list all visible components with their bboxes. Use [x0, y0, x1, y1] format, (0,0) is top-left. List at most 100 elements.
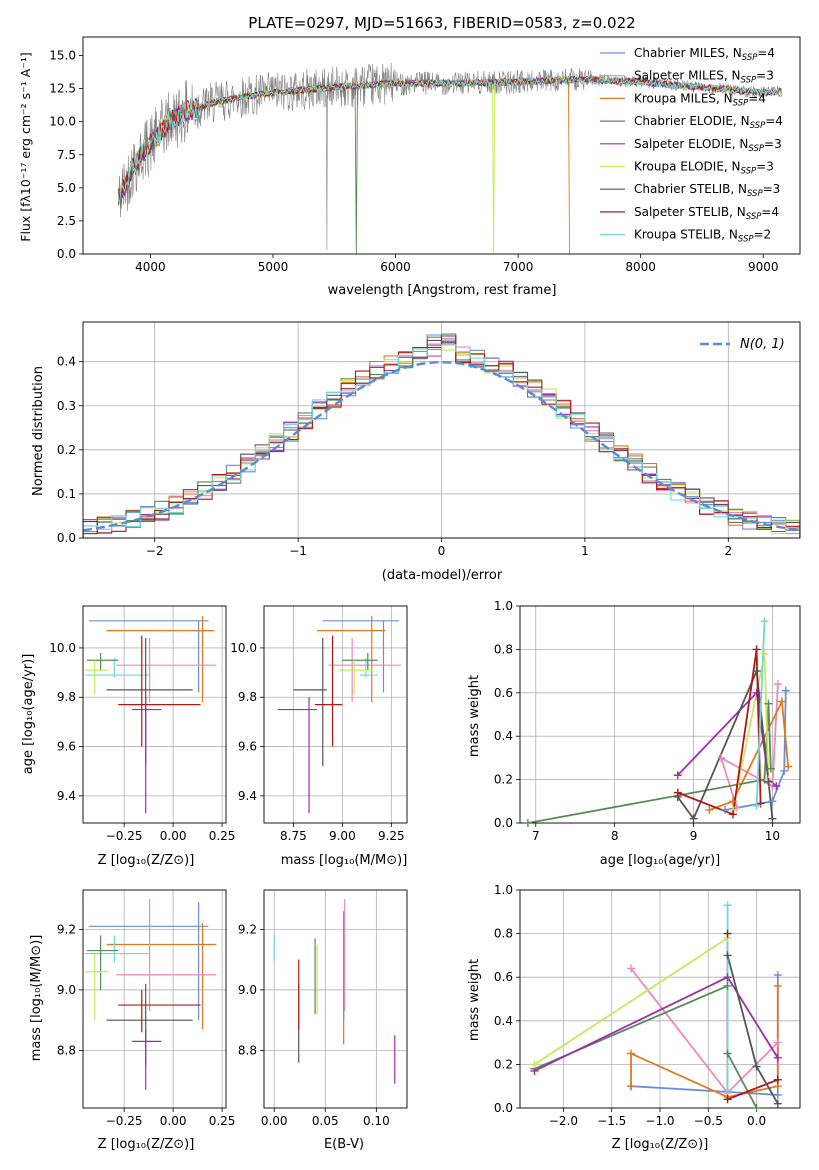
x-tick-label: 0.00 [160, 1114, 187, 1128]
weight-marker [723, 981, 732, 990]
weight-line [534, 937, 729, 1066]
y-tick-label: 1.0 [494, 599, 513, 613]
weight-marker [723, 951, 732, 960]
y-tick-label: 8.8 [57, 1043, 76, 1057]
legend-label: Salpeter STELIB, NSSP=4 [634, 205, 779, 222]
x-tick-label: 5000 [258, 260, 289, 274]
grid [520, 889, 800, 1109]
x-tick-label: 9 [690, 829, 698, 843]
wAge-ylabel: mass weight [467, 675, 482, 757]
weight-marker [780, 766, 789, 775]
plot-area [84, 615, 217, 814]
wAge-xlabel: age [log₁₀(age/yr)] [600, 853, 721, 868]
weight-marker [627, 964, 636, 973]
x-tick-label: 10 [765, 829, 780, 843]
x-tick-label: 9.25 [378, 829, 405, 843]
y-tick-label: 9.8 [57, 690, 76, 704]
x-tick-label: −0.25 [106, 1114, 143, 1128]
y-tick-label: 2.5 [57, 214, 76, 228]
legend-label: N(0, 1) [740, 337, 785, 352]
weight-marker [777, 697, 786, 706]
weight-marker [773, 1038, 782, 1047]
y-tick-label: 10.0 [230, 641, 257, 655]
y-tick-label: 15.0 [49, 49, 76, 63]
x-tick-label: 9.00 [329, 829, 356, 843]
y-tick-label: 0.2 [494, 773, 513, 787]
y-tick-label: 9.0 [57, 983, 76, 997]
weight-marker [773, 1099, 782, 1108]
plot-area [534, 905, 779, 1108]
weight-marker [760, 617, 769, 626]
y-tick-label: 0.4 [494, 729, 513, 743]
weight-marker [772, 782, 781, 791]
weight-line [755, 621, 766, 806]
x-tick-label: 8000 [625, 260, 656, 274]
y-tick-label: 9.0 [238, 983, 257, 997]
y-tick-label: 9.4 [57, 789, 76, 803]
legend-label: Kroupa ELODIE, NSSP=3 [634, 160, 774, 177]
y-tick-label: 7.5 [57, 148, 76, 162]
x-tick-label: 1 [581, 544, 589, 558]
legend-label: Salpeter MILES, NSSP=3 [634, 69, 774, 86]
legend-label: Salpeter ELODIE, NSSP=3 [634, 137, 782, 154]
weight-marker [721, 805, 730, 814]
weight-marker [773, 1090, 782, 1099]
x-tick-label: 0.05 [312, 1114, 339, 1128]
weight-marker [773, 981, 782, 990]
weight-marker [523, 819, 532, 827]
weight-marker [723, 929, 732, 938]
weight-line [677, 649, 762, 816]
y-tick-label: 0.1 [57, 487, 76, 501]
massZ-xlabel: Z [log₁₀(Z/Z⊙)] [98, 1137, 195, 1152]
x-tick-label: −1.0 [645, 1114, 674, 1128]
y-tick-label: 8.8 [238, 1043, 257, 1057]
y-tick-label: 9.6 [57, 740, 76, 754]
axes-frame [263, 889, 408, 1109]
residuals-xlabel: (data-model)/error [382, 568, 503, 583]
y-tick-label: 9.2 [57, 922, 76, 936]
x-tick-label: 0.0 [747, 1114, 766, 1128]
y-tick-label: 0.4 [57, 355, 76, 369]
x-tick-label: −1 [289, 544, 307, 558]
weight-marker [723, 901, 732, 910]
weight-marker [723, 1049, 732, 1058]
y-tick-label: 0.8 [494, 642, 513, 656]
spectrum-legend: Chabrier MILES, NSSP=4 Salpeter MILES, NS… [600, 46, 783, 245]
axes-frame [82, 36, 801, 255]
y-tick-label: 12.5 [49, 82, 76, 96]
ageZ-xlabel: Z [log₁₀(Z/Z⊙)] [98, 853, 195, 868]
weight-marker [723, 1095, 732, 1104]
plot-area [277, 615, 402, 814]
weight-marker [752, 1104, 761, 1112]
residuals-ylabel: Normed distribution [31, 366, 46, 496]
legend-label: Chabrier ELODIE, NSSP=4 [634, 114, 783, 131]
x-tick-label: 4000 [135, 260, 166, 274]
wZ-ylabel: mass weight [467, 959, 482, 1041]
y-tick-label: 0.2 [57, 443, 76, 457]
x-tick-label: −1.5 [597, 1114, 626, 1128]
weight-marker [764, 777, 773, 786]
weight-marker [773, 680, 782, 689]
massE-xlabel: E(B-V) [324, 1137, 364, 1152]
x-tick-label: −2 [146, 544, 164, 558]
grid [264, 890, 407, 1108]
weight-marker [752, 688, 761, 697]
x-tick-label: −2.0 [549, 1114, 578, 1128]
weight-marker [752, 645, 761, 654]
weight-marker [723, 1086, 732, 1095]
plot-area [273, 899, 396, 1084]
weight-marker [530, 1060, 539, 1069]
weight-marker [752, 1062, 761, 1071]
plot-area [83, 333, 800, 538]
weight-marker [705, 805, 714, 814]
x-tick-label: 0.25 [209, 1114, 236, 1128]
y-tick-label: 0.8 [494, 927, 513, 941]
weight-marker [728, 810, 737, 819]
model-spectrum [118, 75, 783, 203]
weight-vs-age-panel: 7 8 9 10 0.0 0.2 0.4 0.6 0.8 1.0 [494, 599, 801, 843]
y-tick-label: 0.0 [494, 816, 513, 830]
axes-frame [519, 605, 801, 824]
residuals-panel: −2 −1 0 1 2 0.0 0.1 0.2 0.3 0.4 N(0, 1) [57, 321, 801, 558]
y-tick-label: 0.6 [494, 970, 513, 984]
